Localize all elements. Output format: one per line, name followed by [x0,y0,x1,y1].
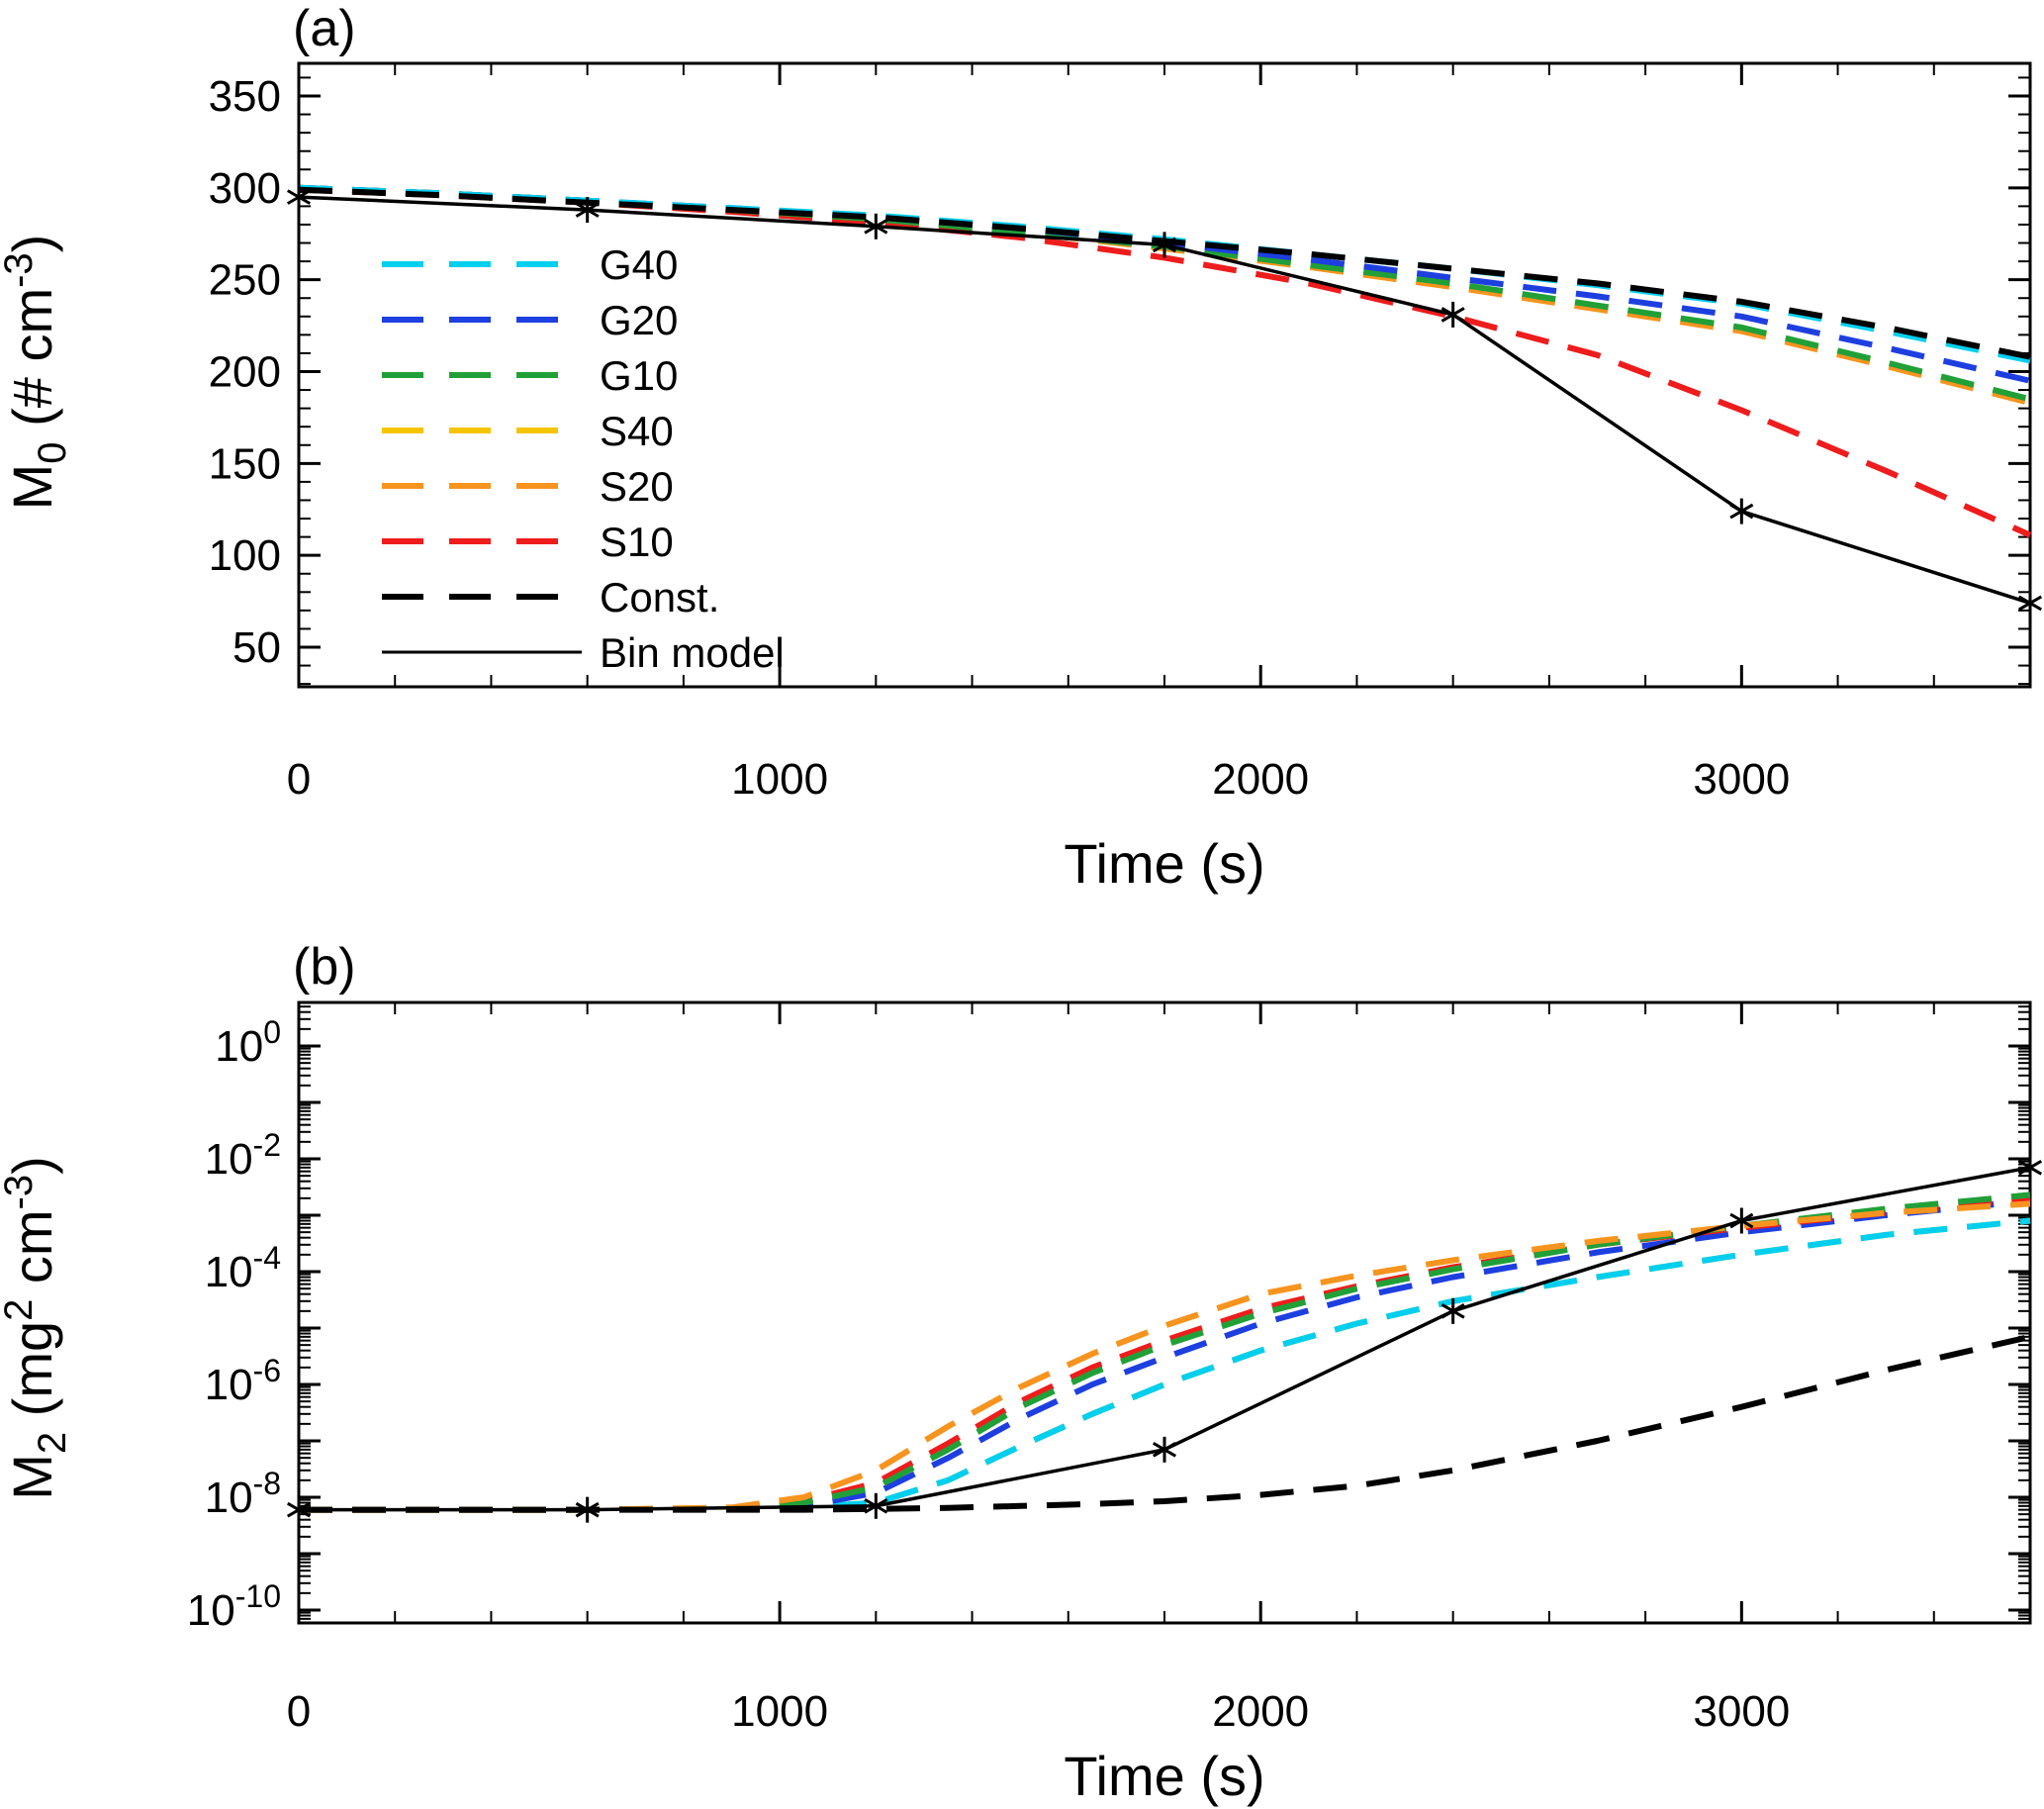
series-g10-line [298,184,2031,403]
y-tick-label: 50 [232,623,281,672]
y-tick-label: 10-10 [187,1578,281,1635]
series-const-line [298,186,2031,360]
asterisk-marker [1440,1297,1465,1324]
series-g20-line [298,184,2031,384]
legend-item-g20: G20 [382,297,678,343]
series-g10-line [299,1191,2031,1513]
asterisk-marker [286,184,312,211]
x-tick-label: 0 [287,755,311,804]
asterisk-marker [1729,1207,1754,1234]
asterisk-marker [2017,590,2043,617]
asterisk-marker [864,1492,888,1519]
y-axis-label: M0 (# cm-3) [0,235,74,511]
legend: G40 G20 G10 S40 S20 S10 Const. Bin model [382,241,785,676]
legend-label: Bin model [600,629,785,676]
asterisk-marker [575,197,600,224]
y-tick-label: 100 [215,1014,281,1071]
series-s40-line [298,184,2031,405]
y-tick-label: 10-2 [205,1127,281,1184]
y-tick-label: 150 [209,439,281,488]
legend-label: S20 [600,463,674,510]
asterisk-marker [1729,498,1754,524]
y-tick-label: 350 [209,72,281,121]
legend-item-bin-model: Bin model [382,629,785,676]
x-tick-label: 1000 [731,755,828,804]
series-g40-line [298,184,2031,364]
panel-a: 0 1000 2000 3000 350 300 250 200 150 100 50 Time (s… [0,0,2043,895]
legend-item-s10: S10 [382,519,674,565]
series-s40-line [299,1217,2031,1513]
legend-label: G10 [600,352,678,399]
series-g40-line [299,1217,2031,1513]
panel-b: 0 1000 2000 3000 100 10-2 10-4 10-6 10-8 10-10 Tim… [0,938,2043,1807]
plot-frame-b [297,1000,2032,1625]
asterisk-marker [1152,232,1177,258]
legend-label: Const. [600,574,719,620]
series-s10-line [299,1194,2031,1513]
asterisk-marker [2017,1154,2043,1181]
legend-item-g10: G10 [382,352,678,399]
y-axis-label: M2 (mg2 cm-3) [0,1156,74,1500]
y-tick-label: 300 [209,164,281,213]
legend-item-s20: S20 [382,463,674,510]
series-const-line [299,1333,2031,1513]
x-axis-label: Time (s) [1064,1745,1264,1807]
legend-item-g40: G40 [382,241,678,288]
x-tick-label: 2000 [1212,755,1309,804]
x-tick-label: 3000 [1693,1687,1790,1736]
x-axis-label: Time (s) [1064,832,1264,895]
legend-label: G20 [600,297,678,343]
series-s20-line [298,184,2031,407]
y-tick-label: 10-8 [205,1466,281,1522]
x-tick-label: 3000 [1693,755,1790,804]
asterisk-marker [575,1496,600,1523]
x-tick-label: 0 [287,1687,311,1736]
legend-label: S40 [600,408,674,454]
y-tick-label: 10-4 [205,1240,281,1296]
plot-frame-a [297,61,2032,689]
y-tick-label: 250 [209,256,281,305]
x-tick-label: 2000 [1212,1687,1309,1736]
y-tick-label: 100 [209,531,281,580]
legend-item-const: Const. [382,574,719,620]
y-tick-label: 200 [209,348,281,397]
y-tick-label: 10-6 [205,1353,281,1409]
panel-label-a: (a) [293,0,356,57]
asterisk-marker [1152,1436,1177,1463]
x-tick-label: 1000 [731,1687,828,1736]
asterisk-marker [864,213,888,239]
legend-label: G40 [600,241,678,288]
asterisk-marker [286,1496,312,1523]
legend-label: S10 [600,519,674,565]
series-g20-line [299,1197,2031,1513]
legend-item-s40: S40 [382,408,674,454]
asterisk-marker [1440,301,1465,328]
panel-label-b: (b) [293,938,356,996]
